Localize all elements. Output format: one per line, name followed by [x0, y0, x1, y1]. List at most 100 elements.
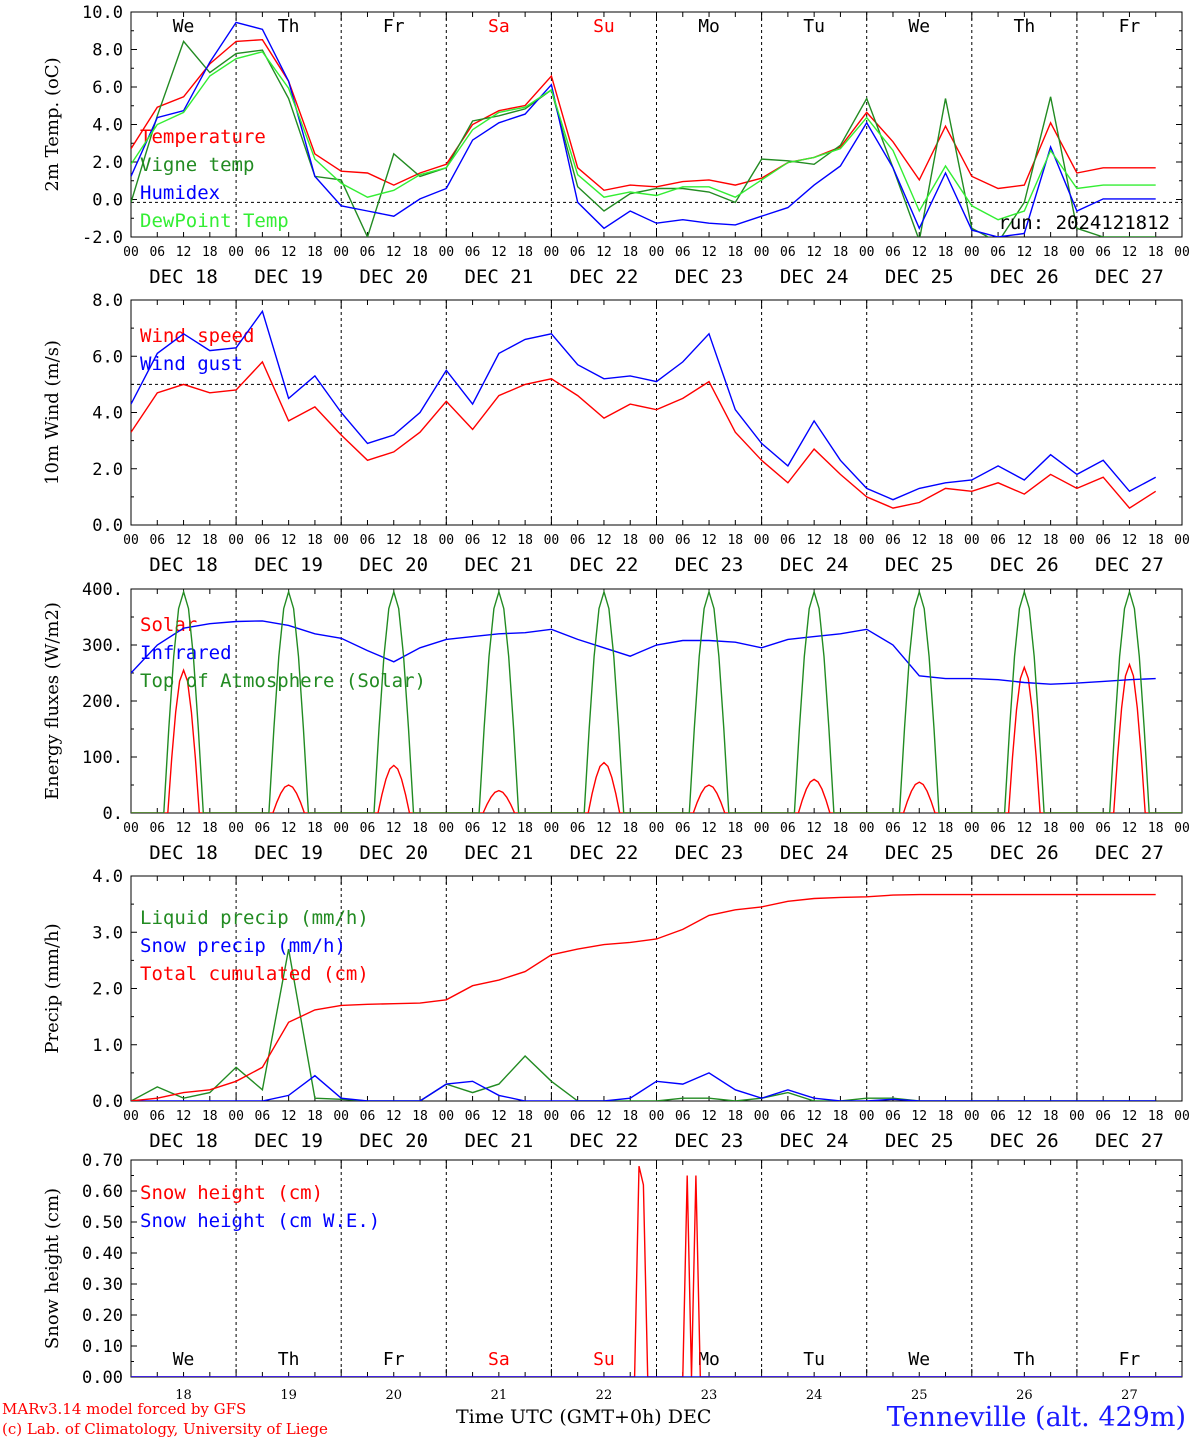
- plot-frame: [130, 588, 1183, 814]
- hour-label: 12: [1017, 1109, 1033, 1124]
- hour-label: 06: [149, 533, 165, 548]
- day-number: 20: [385, 1388, 402, 1403]
- hour-label: 18: [833, 1109, 849, 1124]
- hour-label: 12: [1122, 1109, 1138, 1124]
- series-total-cumulated-cm-line: [131, 893, 1156, 1101]
- series-infrared-line: [131, 620, 1156, 685]
- hour-label: 18: [727, 245, 743, 260]
- hour-label: 06: [990, 821, 1006, 836]
- y-tick-label: 8.0: [92, 291, 123, 311]
- hour-label: 18: [833, 821, 849, 836]
- hour-label: 12: [596, 533, 612, 548]
- hour-label: 00: [859, 1109, 875, 1124]
- hour-label: 00: [544, 533, 560, 548]
- hour-label: 18: [1148, 533, 1164, 548]
- hour-label: 18: [517, 245, 533, 260]
- hour-label: 18: [307, 821, 323, 836]
- credit-lab: (c) Lab. of Climatology, University of L…: [2, 1420, 328, 1438]
- date-label: DEC 20: [359, 842, 428, 864]
- hour-label: 18: [517, 1109, 533, 1124]
- hour-label: 12: [596, 821, 612, 836]
- hour-label: 06: [675, 245, 691, 260]
- y-axis-label: 10m Wind (m/s): [42, 340, 63, 485]
- y-tick-label: 0.30: [82, 1275, 123, 1295]
- date-label: DEC 24: [780, 1130, 849, 1152]
- hour-label: 12: [596, 1109, 612, 1124]
- y-tick-label: 3.0: [92, 923, 123, 943]
- series-snow-precip-mm-h-line: [131, 1072, 1156, 1101]
- day-number: 21: [491, 1388, 508, 1403]
- hour-label: 12: [176, 1109, 192, 1124]
- date-label: DEC 21: [465, 1130, 534, 1152]
- hour-label: 06: [570, 533, 586, 548]
- date-label: DEC 26: [990, 554, 1059, 576]
- legend-entry: Humidex: [140, 182, 220, 204]
- date-label: DEC 26: [990, 842, 1059, 864]
- series-wind-gust-line: [131, 309, 1157, 501]
- hour-label: 18: [517, 821, 533, 836]
- y-tick-label: 6.0: [92, 78, 123, 98]
- hour-label: 12: [176, 821, 192, 836]
- hour-label: 06: [780, 245, 796, 260]
- hour-label: 00: [964, 533, 980, 548]
- date-label: DEC 18: [149, 842, 218, 864]
- date-label: DEC 21: [465, 266, 534, 288]
- x-axis-title: Time UTC (GMT+0h) DEC: [456, 1406, 712, 1428]
- hour-label: 00: [333, 533, 349, 548]
- hour-label: 00: [333, 821, 349, 836]
- hour-label: 18: [622, 821, 638, 836]
- date-label: DEC 22: [570, 1130, 639, 1152]
- y-axis-label: Snow height (cm): [42, 1188, 63, 1349]
- hour-label: 12: [176, 533, 192, 548]
- hour-label: 00: [123, 1109, 139, 1124]
- series-dewpoint-temp-line: [131, 51, 1156, 221]
- hour-label: 06: [570, 245, 586, 260]
- y-tick-label: 100.: [82, 748, 123, 768]
- series-humidex-line: [131, 21, 1156, 237]
- y-tick-label: 4.0: [92, 404, 123, 424]
- date-label: DEC 24: [780, 266, 849, 288]
- day-number: 24: [806, 1388, 823, 1403]
- hour-label: 12: [596, 245, 612, 260]
- hour-label: 00: [228, 245, 244, 260]
- y-tick-label: 0.0: [92, 191, 123, 211]
- legend-entry: Top of Atmosphere (Solar): [140, 670, 426, 692]
- hour-label: 00: [333, 245, 349, 260]
- hour-label: 12: [701, 533, 717, 548]
- hour-label: 06: [360, 1109, 376, 1124]
- hour-label: 12: [806, 1109, 822, 1124]
- hour-label: 18: [727, 821, 743, 836]
- date-label: DEC 26: [990, 1130, 1059, 1152]
- day-name: Su: [593, 16, 615, 37]
- hour-label: 00: [649, 1109, 665, 1124]
- date-label: DEC 24: [780, 842, 849, 864]
- day-name: We: [173, 16, 195, 37]
- y-tick-label: 4.0: [92, 867, 123, 887]
- hour-label: 18: [938, 245, 954, 260]
- day-name: We: [908, 1349, 930, 1370]
- hour-label: 00: [754, 245, 770, 260]
- hour-label: 00: [649, 245, 665, 260]
- hour-label: 00: [438, 245, 454, 260]
- date-label: DEC 26: [990, 266, 1059, 288]
- y-tick-label: 4.0: [92, 116, 123, 136]
- hour-label: 00: [438, 1109, 454, 1124]
- y-tick-label: 1.0: [92, 1036, 123, 1056]
- day-name: Th: [1014, 1349, 1036, 1370]
- hour-label: 06: [885, 245, 901, 260]
- legend-entry: Infrared: [140, 642, 232, 664]
- hour-label: 06: [675, 533, 691, 548]
- legend-entry: Wind gust: [140, 353, 243, 375]
- day-number: 26: [1016, 1388, 1033, 1403]
- hour-label: 00: [1069, 821, 1085, 836]
- hour-label: 06: [885, 1109, 901, 1124]
- hour-label: 00: [438, 533, 454, 548]
- legend-entry: Total cumulated (cm): [140, 963, 369, 985]
- hour-label: 06: [675, 1109, 691, 1124]
- hour-label: 06: [149, 1109, 165, 1124]
- date-label: DEC 25: [885, 266, 954, 288]
- series-temperature-line: [131, 38, 1156, 192]
- hour-label: 06: [990, 1109, 1006, 1124]
- y-tick-label: 8.0: [92, 41, 123, 61]
- hour-label: 00: [649, 821, 665, 836]
